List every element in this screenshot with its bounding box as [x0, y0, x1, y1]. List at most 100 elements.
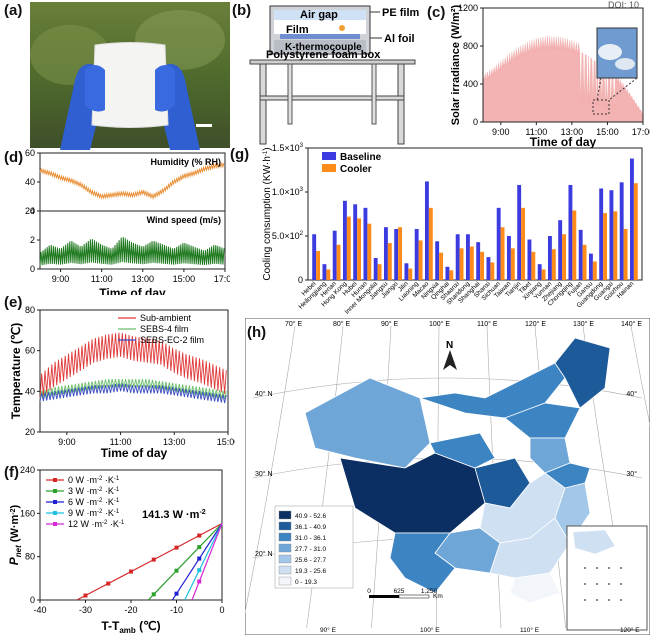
latitude-label: 40° N [255, 390, 273, 398]
bar-baseline [506, 236, 511, 280]
longitude-label: 140° E [621, 320, 642, 328]
bar-baseline [465, 234, 470, 280]
data-point [197, 545, 202, 550]
y-tick-label: 40 [25, 177, 35, 187]
panel-g: (g) Hebei Heilongjiang Henan Hong Kong Hubei… [230, 140, 650, 320]
province-region [509, 572, 561, 604]
bar-cooler [316, 250, 321, 280]
bar-baseline [629, 158, 634, 280]
y-tick-exponent: 2 [300, 231, 304, 237]
scale-bar-segment [398, 594, 430, 599]
scale-label: 625 [394, 588, 405, 595]
longitude-label: 70° E [285, 320, 303, 328]
bar-baseline [527, 239, 532, 280]
island-dot [596, 583, 598, 585]
cloud-shape [615, 58, 635, 70]
province-region [489, 517, 571, 579]
y-axis-superscript: -2 [10, 508, 17, 514]
irradiance-area [482, 36, 644, 123]
bar-cooler [367, 223, 372, 280]
scale-label: 0 [367, 588, 371, 595]
legend-entry: 12 W ·m-2 ·K-1 [68, 519, 125, 529]
province-region [504, 402, 581, 439]
y-tick-label: 60 [25, 148, 35, 158]
humidity-wind-chart: 20 40 60 Humidity (% RH) 0 2 4 Wind speed (m/s)… [25, 148, 230, 295]
y-tick-label: 2 [30, 235, 35, 245]
bar-cooler [336, 244, 341, 280]
x-tick-label: 0 [219, 605, 224, 615]
longitude-label: 110° E [477, 320, 498, 328]
bar-cooler [551, 249, 556, 280]
legend-suffix: ·K [102, 486, 114, 496]
bar-cooler [592, 261, 597, 280]
x-tick-label: 9:00 [52, 274, 70, 284]
y-tick-label: 160 [20, 508, 35, 518]
china-map: 70° E 80° E 90° E 100° E 110° E 120° E 130° E 1… [245, 318, 650, 635]
data-point [174, 568, 179, 573]
bar-baseline [496, 207, 501, 280]
bar-baseline [312, 234, 317, 280]
bar-cooler [480, 251, 485, 280]
x-tick-label: 17:00 [632, 127, 650, 137]
y-tick-label: 0 [30, 264, 35, 274]
y-tick-label: 0 [30, 595, 35, 605]
panel-b-label: (b) [232, 2, 252, 19]
plot-frame [482, 7, 644, 123]
label-pe-film: PE film [382, 7, 420, 19]
latitude-label: 20° N [255, 550, 273, 558]
x-axis-unit: (℃) [136, 619, 161, 633]
y-tick-label: 5.0×102 [272, 231, 304, 241]
bar-baseline [424, 181, 429, 280]
bar-cooler [408, 268, 413, 280]
province-region [544, 462, 591, 489]
island-dot [620, 599, 622, 601]
legend-swatch [278, 576, 292, 586]
series-line-2 [171, 523, 223, 601]
series-line-1 [39, 379, 227, 400]
bar-cooler [439, 252, 444, 280]
label-foam-box: Polystyrene foam box [266, 49, 381, 61]
humidity-line [39, 161, 225, 201]
bar-cooler [377, 264, 382, 280]
legend-entry: 6 W ·m-2 ·K-1 [68, 497, 120, 507]
legend-marker [53, 489, 57, 493]
bar-baseline [537, 264, 542, 280]
x-axis-label: Time of day [99, 286, 166, 295]
bar-baseline [373, 258, 378, 280]
legend-swatch [278, 554, 292, 564]
bar-baseline [332, 230, 337, 280]
meridian-line [630, 325, 650, 427]
legend-superscript: -1 [119, 520, 125, 526]
data-point [174, 591, 179, 596]
panel-d-label: (d) [4, 149, 24, 166]
legend-range-label: 0 - 19.3 [295, 579, 317, 586]
legend-marker [53, 522, 57, 526]
x-tick-label: -10 [170, 605, 183, 615]
bar-baseline [558, 220, 563, 280]
bar-cooler [398, 227, 403, 280]
bar-baseline [435, 241, 440, 280]
x-axis-label: Time of day [101, 446, 168, 460]
plot-frame [39, 309, 229, 433]
y-tick-label: 240 [20, 465, 35, 475]
bar-cooler [521, 207, 526, 280]
series-line-3 [184, 523, 223, 601]
y-tick-label: 1.0×103 [272, 187, 304, 197]
legend-entry: 9 W ·m-2 ·K-1 [68, 508, 120, 518]
meridian-line [306, 325, 344, 629]
island-dot [608, 567, 610, 569]
bar-cooler [449, 270, 454, 280]
photo-gloved-hands-film [30, 2, 230, 150]
y-tick-label: 1200 [458, 3, 478, 13]
x-axis-label: Time of day [530, 135, 597, 149]
bar-baseline [342, 200, 347, 280]
bar-cooler [613, 211, 618, 280]
y-axis-label: Cooling consumption (KW·h-1) [262, 147, 273, 280]
bar-baseline [588, 253, 593, 280]
y-axis-label: Temperature (℃) [9, 323, 23, 420]
panel-f-label: (f) [4, 464, 19, 481]
legend-entry: 3 W ·m-2 ·K-1 [68, 486, 120, 496]
subplot-title: Wind speed (m/s) [147, 215, 221, 225]
island-dot [620, 567, 622, 569]
